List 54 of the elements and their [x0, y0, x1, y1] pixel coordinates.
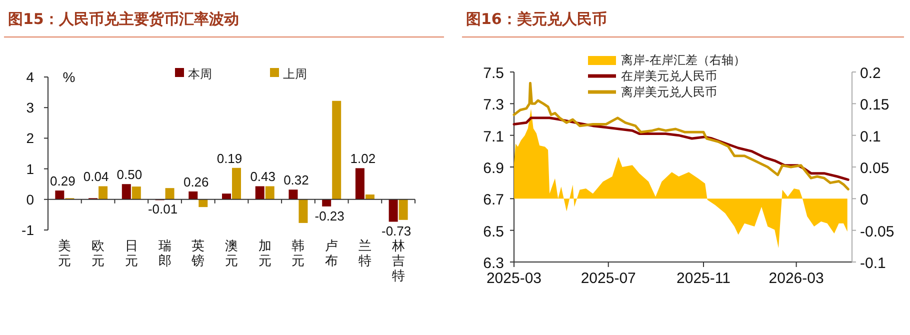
- y-axis-title: %: [62, 69, 76, 85]
- y-tick-label: 2: [26, 130, 34, 146]
- data-label: -0.01: [148, 202, 178, 217]
- y-tick-label: 1: [26, 160, 34, 177]
- data-label: -0.73: [382, 224, 412, 239]
- x-tick-label: 英镑: [190, 239, 205, 269]
- chart-title: 图15：人民币兑主要货币汇率波动: [8, 10, 239, 28]
- y-tick-label: 7.5: [483, 65, 504, 82]
- y-tick-label: 6.9: [483, 160, 504, 177]
- data-label: 0.43: [250, 169, 276, 184]
- x-tick-label: 澳元: [225, 239, 238, 269]
- x-tick-label: 美元: [58, 238, 72, 269]
- chart-title: 图16：美元兑人民币: [466, 10, 607, 28]
- y-tick-label: 3: [26, 100, 34, 116]
- y-tick-label: 6.3: [483, 255, 504, 272]
- x-tick-label: 林吉特: [390, 239, 405, 284]
- data-label: 0.04: [83, 169, 109, 184]
- y2-tick-label: -0.05: [860, 223, 894, 240]
- x-tick-label: 兰特: [358, 239, 372, 269]
- y-tick-label: 7.3: [483, 96, 504, 114]
- x-tick-label: 2025-11: [676, 270, 730, 287]
- x-tick-label: 2025-03: [486, 270, 542, 287]
- x-tick-label: 2025-07: [580, 270, 636, 287]
- legend-label: 离岸美元兑人民币: [621, 85, 717, 99]
- y2-tick-label: 0: [860, 192, 868, 209]
- y-tick-label: 4: [26, 69, 34, 85]
- x-tick-label: 韩元: [292, 239, 305, 269]
- data-label: 0.26: [183, 174, 209, 190]
- legend-label: 离岸-在岸汇差（右轴）: [621, 53, 746, 67]
- y-tick-label: -1: [22, 222, 34, 238]
- data-label: 0.29: [50, 174, 76, 189]
- y-tick-label: 6.7: [483, 192, 504, 209]
- data-label: 0.50: [116, 167, 142, 182]
- y-tick-label: 0: [26, 191, 34, 208]
- y-tick-label: 7.1: [483, 128, 504, 146]
- data-label: 0.32: [284, 172, 309, 188]
- y2-tick-label: 0.15: [860, 96, 890, 114]
- data-label: 0.19: [216, 150, 242, 166]
- data-label: -0.23: [314, 208, 344, 224]
- legend-label: 上周: [283, 67, 307, 81]
- x-tick-label: 欧元: [92, 239, 105, 269]
- legend-label: 本周: [188, 67, 212, 81]
- x-tick-label: 2026-03: [768, 270, 824, 287]
- x-tick-label: 瑞郎: [158, 239, 172, 269]
- y2-tick-label: -0.1: [860, 255, 886, 272]
- y-tick-label: 6.5: [483, 223, 504, 240]
- x-tick-label: 加元: [258, 239, 272, 269]
- y2-tick-label: 0.1: [860, 128, 881, 146]
- x-tick-label: 卢布: [325, 239, 338, 269]
- legend-label: 在岸美元兑人民币: [621, 69, 717, 83]
- y2-tick-label: 0.05: [860, 160, 890, 177]
- x-tick-label: 日元: [124, 239, 138, 269]
- data-label: 1.02: [350, 151, 376, 166]
- y2-tick-label: 0.2: [860, 65, 881, 82]
